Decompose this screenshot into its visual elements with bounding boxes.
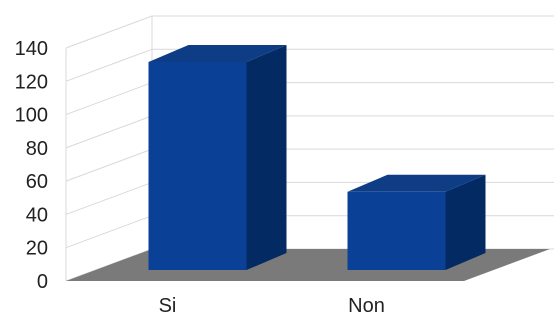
gridline-side-80: [65, 115, 153, 149]
bar-si: [148, 44, 287, 270]
gridline-side-40: [65, 181, 153, 215]
y-tick-label: 0: [37, 271, 48, 293]
y-tick-label: 100: [15, 105, 48, 127]
gridline-side-120: [65, 48, 153, 82]
bars: [148, 44, 486, 270]
bar-side-non: [445, 174, 486, 270]
x-axis-labels: Si Non: [159, 295, 385, 317]
gridline-side-100: [65, 82, 153, 116]
bar-top-si: [148, 44, 287, 62]
bar-side-si: [246, 44, 287, 270]
y-tick-label: 40: [26, 204, 48, 226]
bar-non: [347, 174, 486, 270]
gridline-side-60: [65, 148, 153, 182]
bar-front-si: [148, 61, 247, 270]
y-tick-label: 60: [26, 171, 48, 193]
y-tick-label: 120: [15, 71, 48, 93]
y-tick-label: 20: [26, 238, 48, 260]
gridline-side-20: [65, 215, 153, 249]
bar-top-non: [347, 174, 486, 192]
bar-front-non: [347, 191, 446, 270]
x-tick-label: Non: [348, 295, 385, 317]
y-axis-ticks: 0 20 40 60 80 100 120 140: [15, 38, 48, 293]
y-tick-label: 80: [26, 138, 48, 160]
y-tick-label: 140: [15, 38, 48, 60]
gridline-side-140: [65, 15, 153, 49]
x-tick-label: Si: [159, 295, 177, 317]
